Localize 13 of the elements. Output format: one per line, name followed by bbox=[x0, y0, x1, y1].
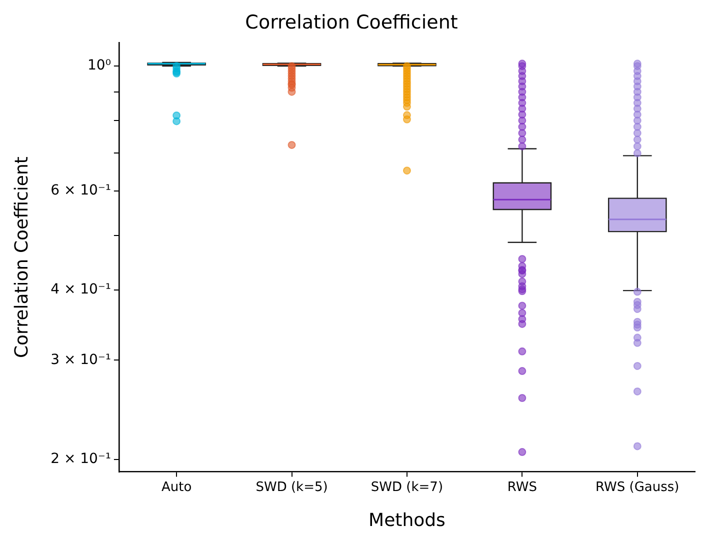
x-tick-label: SWD (k=7) bbox=[370, 480, 444, 495]
y-tick-label: 6 × 10⁻¹ bbox=[50, 182, 111, 199]
y-tick-label: 4 × 10⁻¹ bbox=[50, 282, 111, 298]
y-tick-label: 3 × 10⁻¹ bbox=[50, 352, 111, 368]
chart-title: Correlation Coefficient bbox=[245, 11, 458, 34]
x-tick-label: Auto bbox=[161, 480, 192, 495]
x-tick-label: RWS bbox=[507, 480, 537, 495]
x-axis-title: Methods bbox=[368, 510, 446, 531]
y-tick-label: 2 × 10⁻¹ bbox=[50, 450, 111, 467]
y-tick-label: 10⁰ bbox=[88, 58, 112, 74]
x-tick-label: RWS (Gauss) bbox=[596, 480, 680, 495]
x-tick-label: SWD (k=5) bbox=[256, 480, 328, 495]
y-axis-title: Correlation Coefficient bbox=[11, 156, 32, 358]
